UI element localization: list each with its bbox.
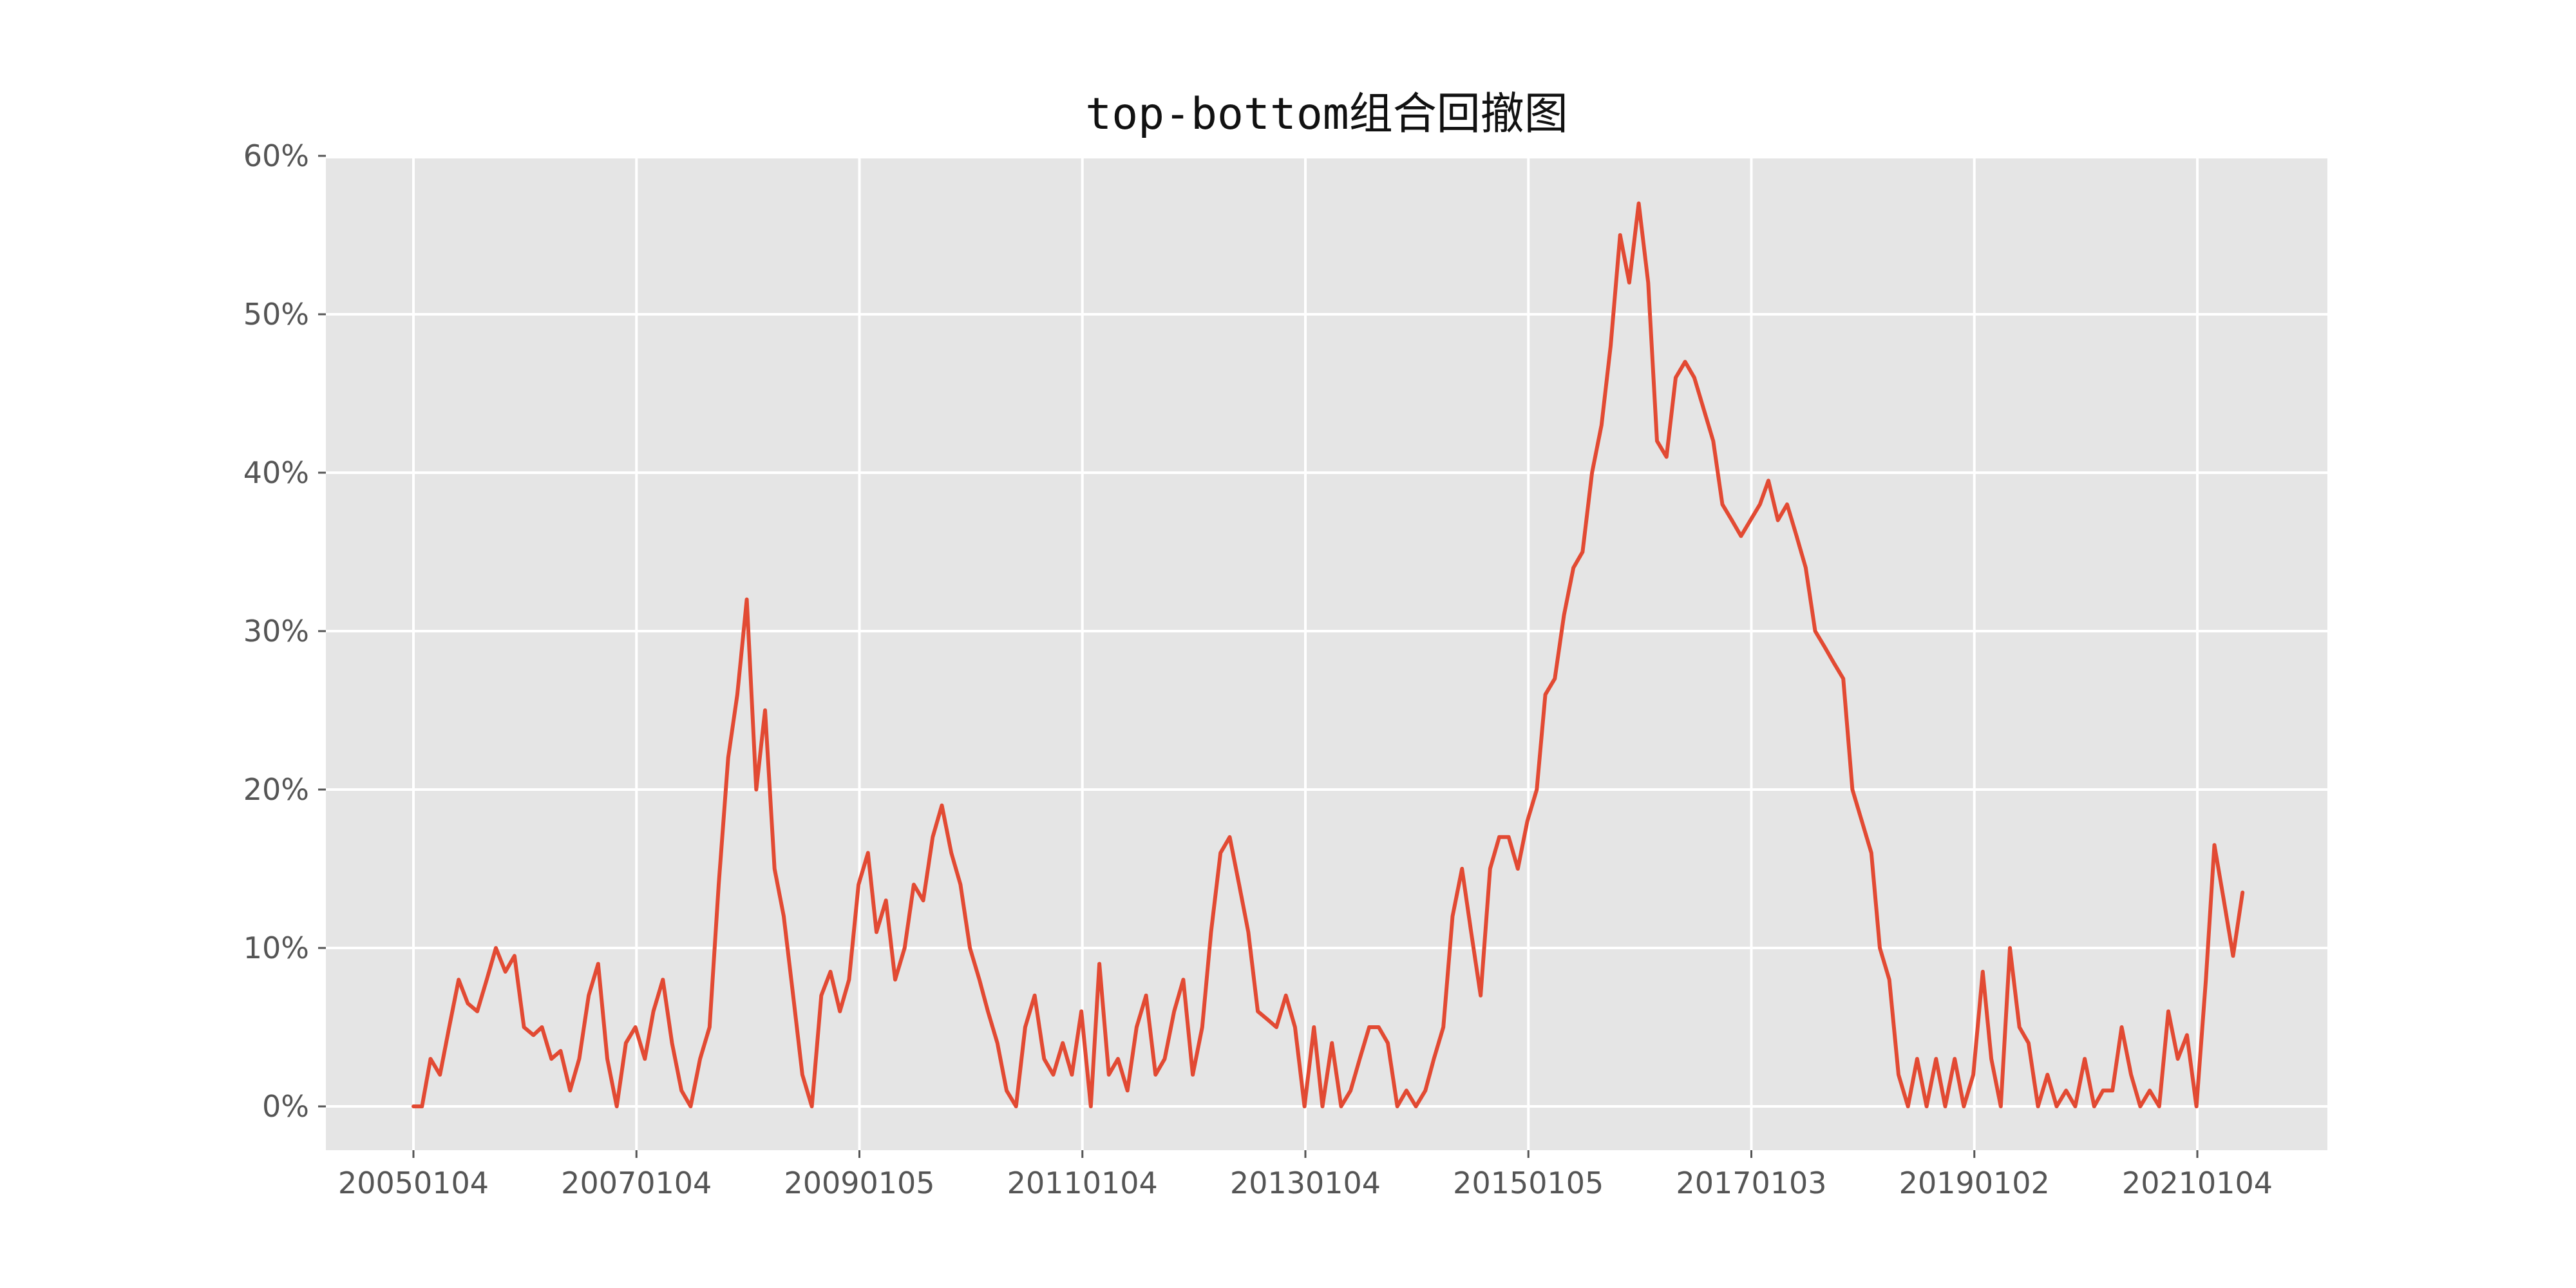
x-tick-label: 20150105 (1453, 1166, 1604, 1200)
chart-title: top-bottom组合回撤图 (1085, 89, 1567, 140)
y-tick-label: 20% (243, 772, 309, 807)
x-tick-label: 20070104 (561, 1166, 712, 1200)
y-tick-label: 50% (243, 297, 309, 332)
y-tick-label: 40% (243, 455, 309, 490)
x-tick-label: 20110104 (1007, 1166, 1158, 1200)
gridlines (326, 155, 2327, 1150)
axis-ticks: 20050104 20070104 20090105 20110104 20130104… (243, 138, 2273, 1200)
y-tick-label: 10% (243, 931, 309, 965)
x-tick-label: 20130104 (1230, 1166, 1381, 1200)
drawdown-series-line (412, 201, 2245, 1108)
y-tick-label: 60% (243, 138, 309, 173)
y-tick-label: 30% (243, 614, 309, 649)
x-tick-label: 20050104 (338, 1166, 489, 1200)
x-tick-label: 20210104 (2122, 1166, 2273, 1200)
y-tick-label: 0% (262, 1089, 309, 1124)
x-tick-label: 20090105 (784, 1166, 934, 1200)
plot-area (326, 158, 2327, 1150)
x-tick-label: 20170103 (1676, 1166, 1826, 1200)
x-tick-label: 20190102 (1899, 1166, 2050, 1200)
